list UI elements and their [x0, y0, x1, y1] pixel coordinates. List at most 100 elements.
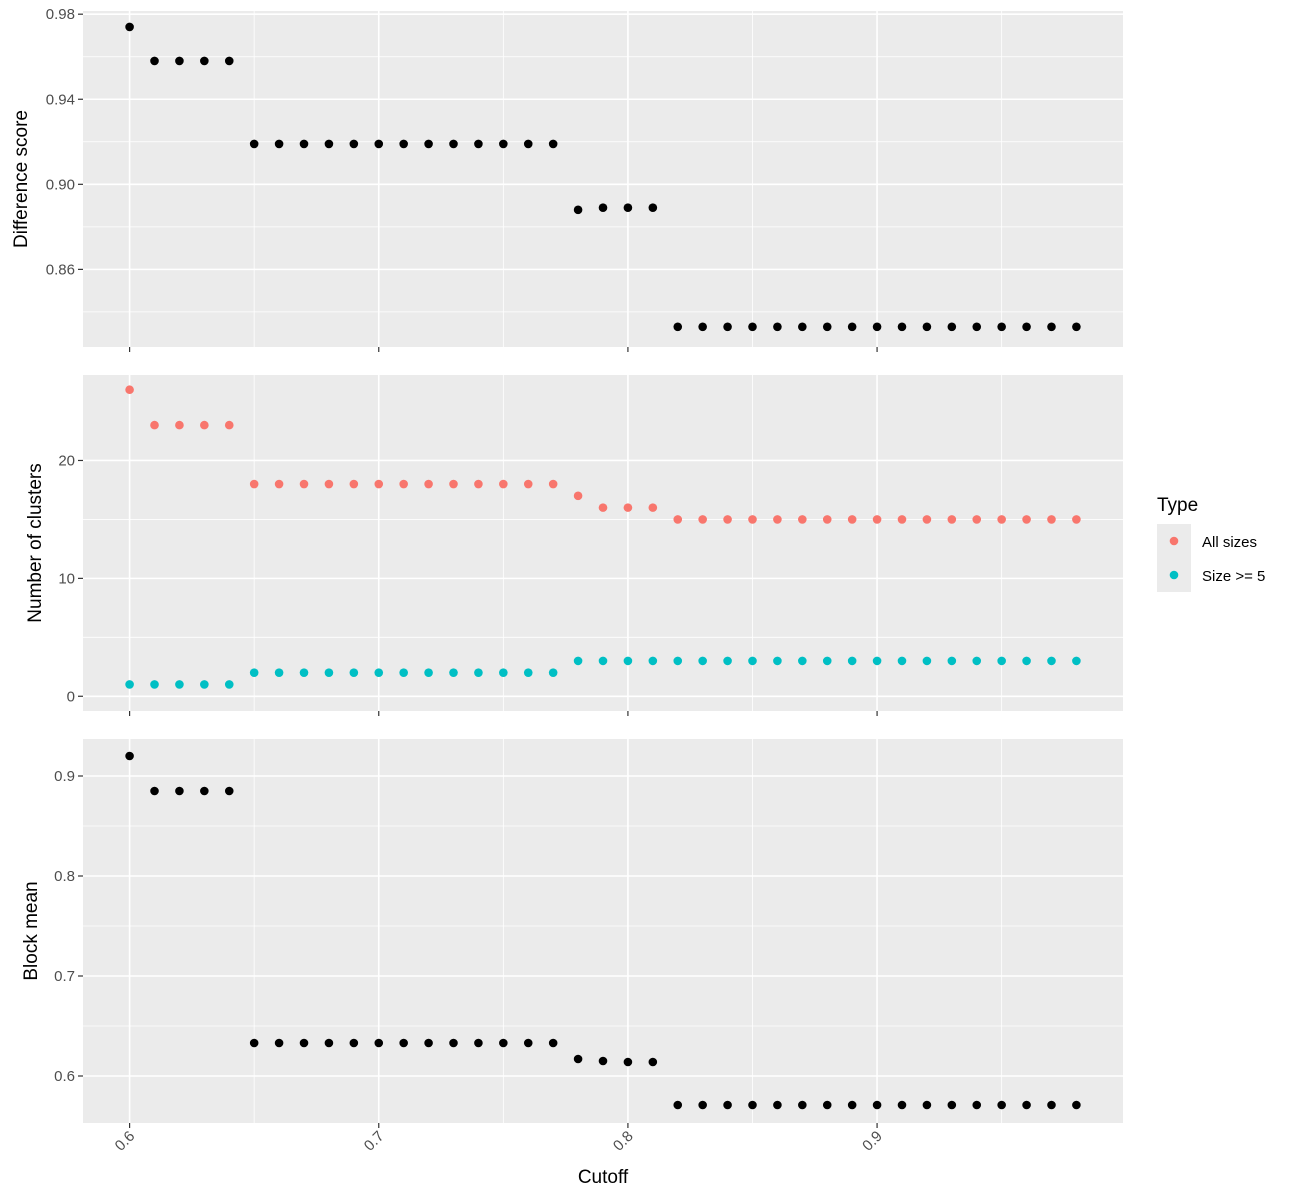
- data-point: [299, 668, 309, 677]
- data-point: [997, 656, 1006, 666]
- data-point: [150, 420, 159, 430]
- data-point: [798, 656, 807, 666]
- data-point: [399, 668, 408, 677]
- data-point: [997, 322, 1006, 332]
- data-point: [798, 515, 807, 524]
- data-point: [723, 656, 732, 666]
- data-point: [150, 680, 159, 689]
- data-point: [748, 1100, 757, 1110]
- data-point: [598, 1056, 608, 1066]
- data-point: [474, 1038, 483, 1048]
- data-point: [623, 1057, 633, 1067]
- x-tick-label: 0.7: [361, 1128, 388, 1155]
- data-point: [175, 680, 184, 689]
- data-point: [424, 139, 433, 149]
- panel-2: 0 10 20 Number of clusters: [25, 375, 1123, 716]
- data-point: [349, 479, 359, 489]
- panel-background: [83, 739, 1123, 1123]
- data-point: [200, 786, 209, 796]
- data-point: [573, 1054, 583, 1064]
- data-point: [1022, 322, 1031, 332]
- data-point: [648, 203, 658, 213]
- data-point: [897, 322, 907, 332]
- data-point: [673, 515, 683, 524]
- data-point: [175, 786, 184, 796]
- legend-key-point: [1169, 536, 1179, 546]
- data-point: [847, 656, 857, 666]
- y-axis-title: Block mean: [21, 881, 42, 980]
- data-point: [324, 479, 334, 489]
- data-point: [449, 479, 458, 489]
- data-point: [224, 56, 234, 66]
- data-point: [598, 503, 608, 512]
- data-point: [125, 22, 134, 32]
- data-point: [723, 322, 732, 332]
- data-point: [723, 515, 732, 524]
- data-point: [847, 322, 857, 332]
- data-point: [548, 479, 558, 489]
- data-point: [648, 656, 658, 666]
- data-point: [349, 139, 359, 149]
- data-point: [648, 503, 658, 512]
- data-point: [324, 1038, 334, 1048]
- data-point: [972, 1100, 982, 1110]
- data-point: [523, 139, 533, 149]
- data-point: [125, 751, 134, 761]
- data-point: [922, 656, 932, 666]
- y-tick-label: 0.6: [54, 1068, 75, 1085]
- data-point: [474, 479, 483, 489]
- data-point: [249, 139, 259, 149]
- x-tick-label: 0.6: [112, 1128, 139, 1155]
- data-point: [822, 1100, 832, 1110]
- data-point: [673, 322, 683, 332]
- data-point: [822, 322, 832, 332]
- data-point: [424, 479, 433, 489]
- data-point: [1022, 656, 1031, 666]
- data-point: [1022, 515, 1031, 524]
- data-point: [499, 139, 508, 149]
- data-point: [1072, 1100, 1081, 1110]
- data-point: [523, 1038, 533, 1048]
- legend-label: All sizes: [1202, 534, 1257, 551]
- panel-background: [83, 11, 1123, 347]
- data-point: [598, 203, 608, 213]
- data-point: [947, 322, 957, 332]
- data-point: [897, 656, 907, 666]
- data-point: [773, 656, 782, 666]
- data-point: [399, 139, 408, 149]
- chart-panels: 0.86 0.90 0.94 0.98 Difference score 0 10 20 Num…: [11, 6, 1123, 1155]
- data-point: [573, 205, 583, 215]
- data-point: [249, 668, 259, 677]
- data-point: [972, 322, 982, 332]
- data-point: [274, 1038, 284, 1048]
- y-tick-label: 0.8: [54, 868, 75, 885]
- data-point: [723, 1100, 732, 1110]
- data-point: [897, 515, 907, 524]
- data-point: [773, 322, 782, 332]
- y-tick-label: 20: [58, 452, 75, 469]
- data-point: [548, 668, 558, 677]
- data-point: [324, 668, 334, 677]
- y-tick-label: 0: [67, 688, 75, 705]
- data-point: [872, 322, 882, 332]
- data-point: [474, 139, 483, 149]
- data-point: [125, 385, 134, 395]
- data-point: [872, 1100, 882, 1110]
- data-point: [748, 515, 757, 524]
- y-tick-label: 0.98: [46, 6, 75, 23]
- data-point: [1072, 656, 1081, 666]
- data-point: [1047, 322, 1056, 332]
- data-point: [748, 322, 757, 332]
- data-point: [698, 1100, 707, 1110]
- data-point: [847, 515, 857, 524]
- data-point: [175, 56, 184, 66]
- data-point: [548, 139, 558, 149]
- data-point: [573, 656, 583, 666]
- data-point: [175, 420, 184, 430]
- data-point: [1072, 515, 1081, 524]
- data-point: [972, 656, 982, 666]
- data-point: [424, 1038, 433, 1048]
- y-axis-title: Difference score: [11, 110, 32, 248]
- panel-3: 0.6 0.7 0.8 0.9 Block mean: [21, 739, 1123, 1128]
